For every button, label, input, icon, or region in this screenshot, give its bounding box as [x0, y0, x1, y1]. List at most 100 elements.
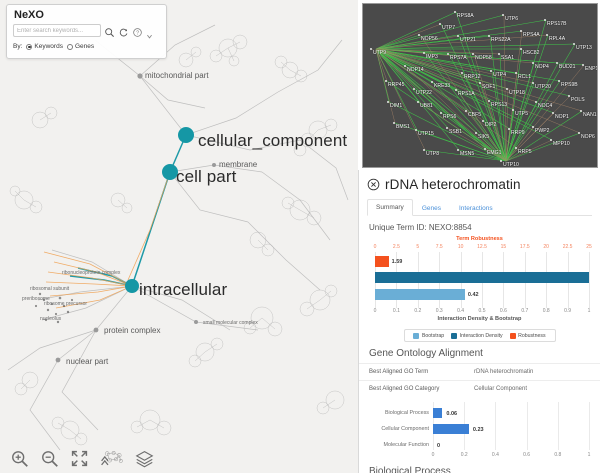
gene-node[interactable]: [546, 34, 549, 37]
gene-node[interactable]: [423, 149, 426, 152]
gene-node[interactable]: [385, 80, 388, 83]
gene-node[interactable]: [457, 35, 460, 38]
gene-node[interactable]: [490, 70, 493, 73]
search-row: ?: [13, 24, 160, 39]
search-icon[interactable]: [104, 25, 115, 37]
axis-tick-label: 0.2: [414, 308, 422, 314]
category-label: Molecular Function: [383, 442, 429, 448]
gene-node[interactable]: [520, 48, 523, 51]
reset-icon[interactable]: [118, 25, 129, 37]
gene-node[interactable]: [431, 81, 434, 84]
gene-node[interactable]: [482, 120, 485, 123]
gene-node[interactable]: [568, 95, 571, 98]
radio-keywords-label: Keywords: [34, 43, 63, 50]
gene-node[interactable]: [413, 88, 416, 91]
gene-node[interactable]: [488, 35, 491, 38]
help-icon[interactable]: ?: [132, 25, 143, 37]
radio-genes-label: Genes: [74, 43, 95, 50]
gene-node[interactable]: [544, 19, 547, 22]
gene-node[interactable]: [582, 64, 585, 67]
radio-genes-dot[interactable]: [66, 43, 73, 50]
gene-node[interactable]: [580, 110, 583, 113]
zoom-in-icon[interactable]: [10, 449, 29, 468]
gene-node[interactable]: [404, 65, 407, 68]
legend-item[interactable]: Bootstrap: [413, 332, 445, 339]
radio-genes[interactable]: Genes: [66, 43, 95, 50]
gridline: [557, 402, 559, 450]
legend-label: Interaction Density: [459, 332, 503, 339]
gene-node[interactable]: [461, 72, 464, 75]
gene-node[interactable]: [550, 139, 553, 142]
close-circle-icon[interactable]: [367, 178, 380, 191]
tab-genes[interactable]: Genes: [421, 205, 441, 212]
gene-node[interactable]: [552, 112, 555, 115]
collapse-icon[interactable]: [100, 449, 124, 468]
search-by-row: By: Keywords Genes: [13, 43, 160, 50]
gene-node[interactable]: [573, 43, 576, 46]
gene-node[interactable]: [423, 52, 426, 55]
gene-node[interactable]: [556, 62, 559, 65]
gene-node[interactable]: [578, 132, 581, 135]
search-input[interactable]: [13, 24, 101, 37]
gene-node[interactable]: [520, 30, 523, 33]
gene-node[interactable]: [370, 48, 373, 51]
gene-node[interactable]: [447, 53, 450, 56]
gene-node[interactable]: [515, 147, 518, 150]
legend-item[interactable]: Robustness: [509, 332, 546, 339]
legend-label: Bootstrap: [421, 332, 445, 339]
gene-node[interactable]: [439, 23, 442, 26]
zoom-out-icon[interactable]: [40, 449, 59, 468]
term-detail-panel[interactable]: rDNA heterochromatin Summary Genes Inter…: [358, 170, 600, 473]
fit-screen-icon[interactable]: [70, 449, 89, 468]
gene-node[interactable]: [508, 128, 511, 131]
gene-node[interactable]: [472, 53, 475, 56]
legend-item[interactable]: Interaction Density: [451, 332, 503, 339]
gene-node[interactable]: [484, 148, 487, 151]
gene-node[interactable]: [512, 109, 515, 112]
legend-swatch: [413, 332, 420, 339]
gene-node[interactable]: [558, 80, 561, 83]
tab-interactions[interactable]: Interactions: [458, 205, 493, 212]
hub-node-cellular-component[interactable]: [178, 127, 194, 143]
gene-node[interactable]: [457, 149, 460, 152]
hub-node-intracellular[interactable]: [125, 279, 139, 293]
gene-node[interactable]: [454, 11, 457, 14]
gene-node[interactable]: [506, 88, 509, 91]
gene-node[interactable]: [535, 101, 538, 104]
gene-node[interactable]: [393, 122, 396, 125]
gene-node[interactable]: [387, 101, 390, 104]
legend-label: Robustness: [518, 332, 546, 339]
gene-node[interactable]: [418, 34, 421, 37]
axis-tick-label: 0.4: [491, 452, 499, 458]
gene-node[interactable]: [417, 101, 420, 104]
axis-tick-label: 0.8: [554, 452, 562, 458]
hub-node-cell-part[interactable]: [162, 164, 178, 180]
layers-icon[interactable]: [135, 449, 154, 468]
gene-node[interactable]: [515, 72, 518, 75]
ontology-tree-canvas[interactable]: cellular_component cell part intracellul…: [0, 0, 358, 473]
gene-node[interactable]: [415, 129, 418, 132]
radio-keywords-dot[interactable]: [26, 43, 33, 50]
gene-node[interactable]: [498, 53, 501, 56]
gene-node[interactable]: [532, 126, 535, 129]
radio-keywords[interactable]: Keywords: [26, 43, 63, 50]
gene-interaction-network[interactable]: RPS8A UTP6 UTP7 RPS17B NOP56 UTP21 RPS22A RPS4A…: [362, 3, 598, 168]
gene-node[interactable]: [532, 82, 535, 85]
search-by-label: By:: [13, 43, 23, 50]
gridline: [526, 402, 528, 450]
chevron-down-icon[interactable]: [146, 27, 153, 39]
category-label: Cellular Component: [381, 426, 429, 432]
gene-node[interactable]: [488, 100, 491, 103]
gene-node[interactable]: [465, 110, 468, 113]
search-panel[interactable]: NeXO ?: [6, 4, 167, 59]
gene-node[interactable]: [532, 62, 535, 65]
gene-node[interactable]: [500, 160, 503, 163]
gene-node[interactable]: [446, 127, 449, 130]
gene-node[interactable]: [440, 112, 443, 115]
gene-node[interactable]: [479, 82, 482, 85]
gene-node[interactable]: [455, 89, 458, 92]
go-alignment-title: Gene Ontology Alignment: [369, 348, 483, 359]
gene-node[interactable]: [475, 132, 478, 135]
gene-node[interactable]: [502, 14, 505, 17]
tab-summary[interactable]: Summary: [367, 199, 413, 216]
